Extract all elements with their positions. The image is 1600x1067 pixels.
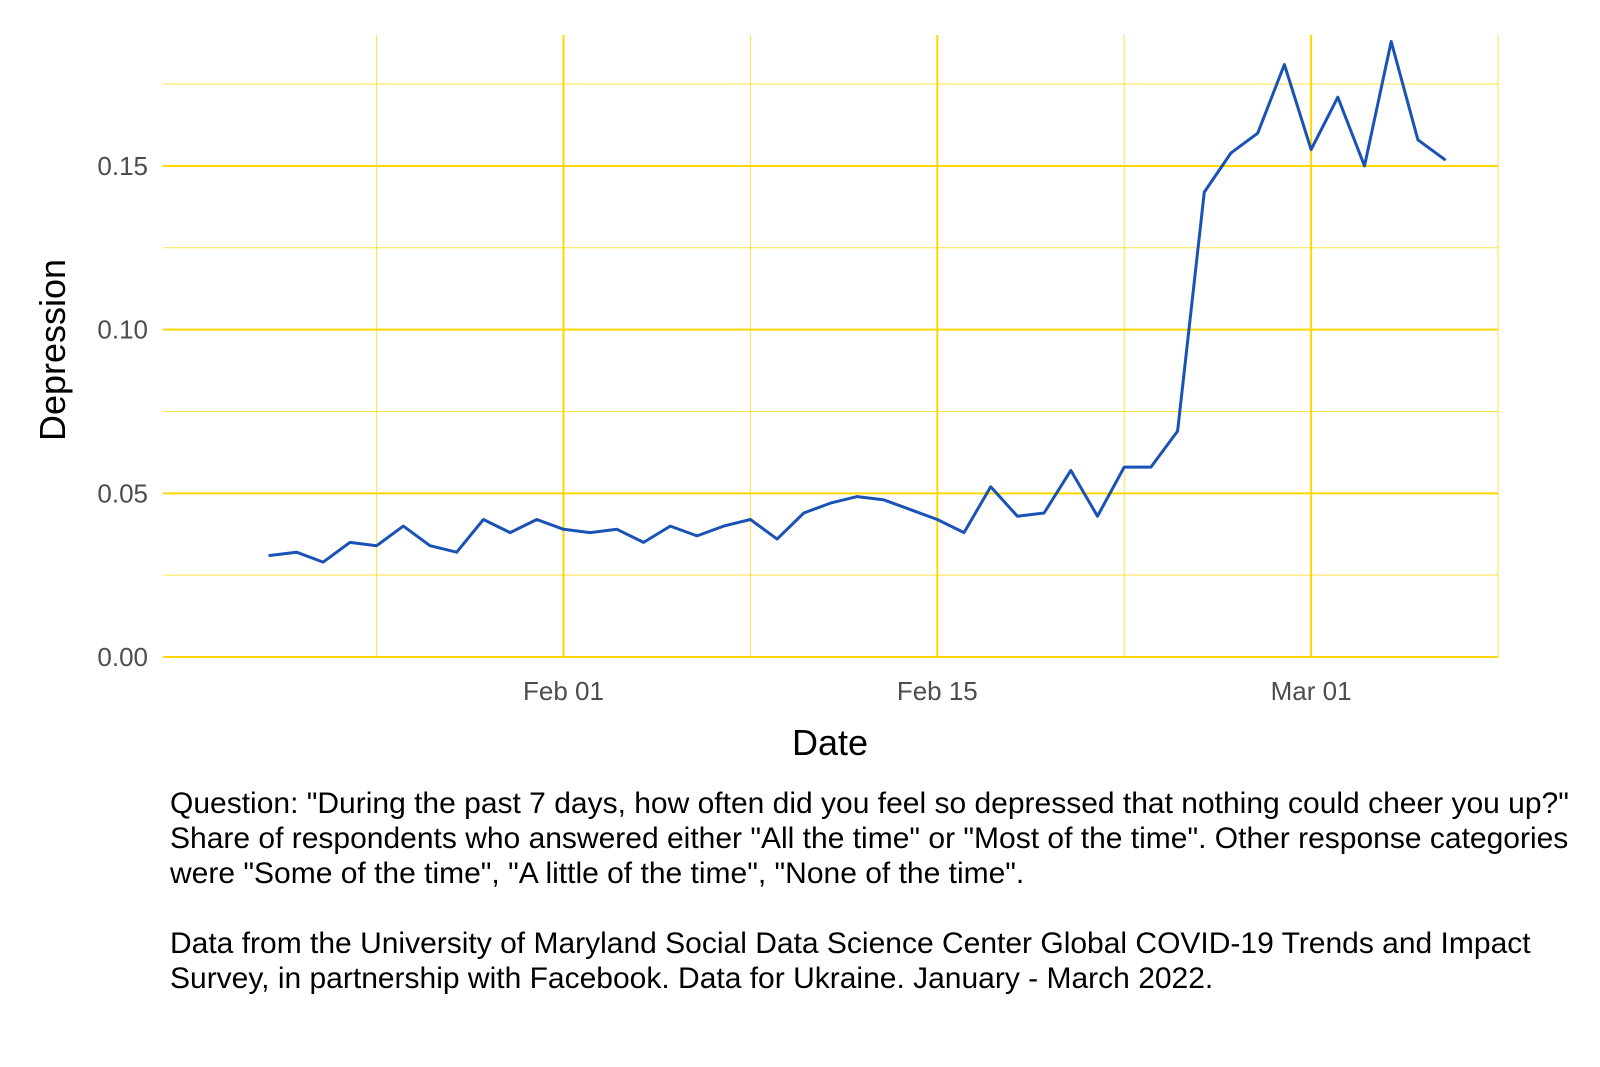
chart-caption: Question: "During the past 7 days, how o… <box>170 786 1570 996</box>
depression-line-chart: 0.00 0.05 0.10 0.15 Feb 01 Feb 15 Mar 01 Date… <box>32 35 1499 763</box>
y-axis-title: Depression <box>32 259 73 441</box>
series-group <box>268 40 1447 564</box>
x-tick-label: Mar 01 <box>1271 676 1352 706</box>
minor-gridlines <box>163 35 1499 657</box>
caption-question: Question: "During the past 7 days, how o… <box>170 787 1569 890</box>
y-tick-label: 0.00 <box>97 642 148 672</box>
x-axis-title: Date <box>792 722 868 763</box>
y-tick-label: 0.10 <box>97 315 148 345</box>
x-tick-label: Feb 01 <box>523 676 604 706</box>
caption-source: Data from the University of Maryland Soc… <box>170 927 1531 995</box>
x-tick-label: Feb 15 <box>897 676 978 706</box>
y-axis-tick-labels: 0.00 0.05 0.10 0.15 <box>97 151 148 672</box>
series-line <box>268 40 1447 564</box>
y-tick-label: 0.05 <box>97 478 148 508</box>
y-tick-label: 0.15 <box>97 151 148 181</box>
x-axis-tick-labels: Feb 01 Feb 15 Mar 01 <box>523 676 1352 706</box>
major-gridlines <box>163 35 1498 658</box>
